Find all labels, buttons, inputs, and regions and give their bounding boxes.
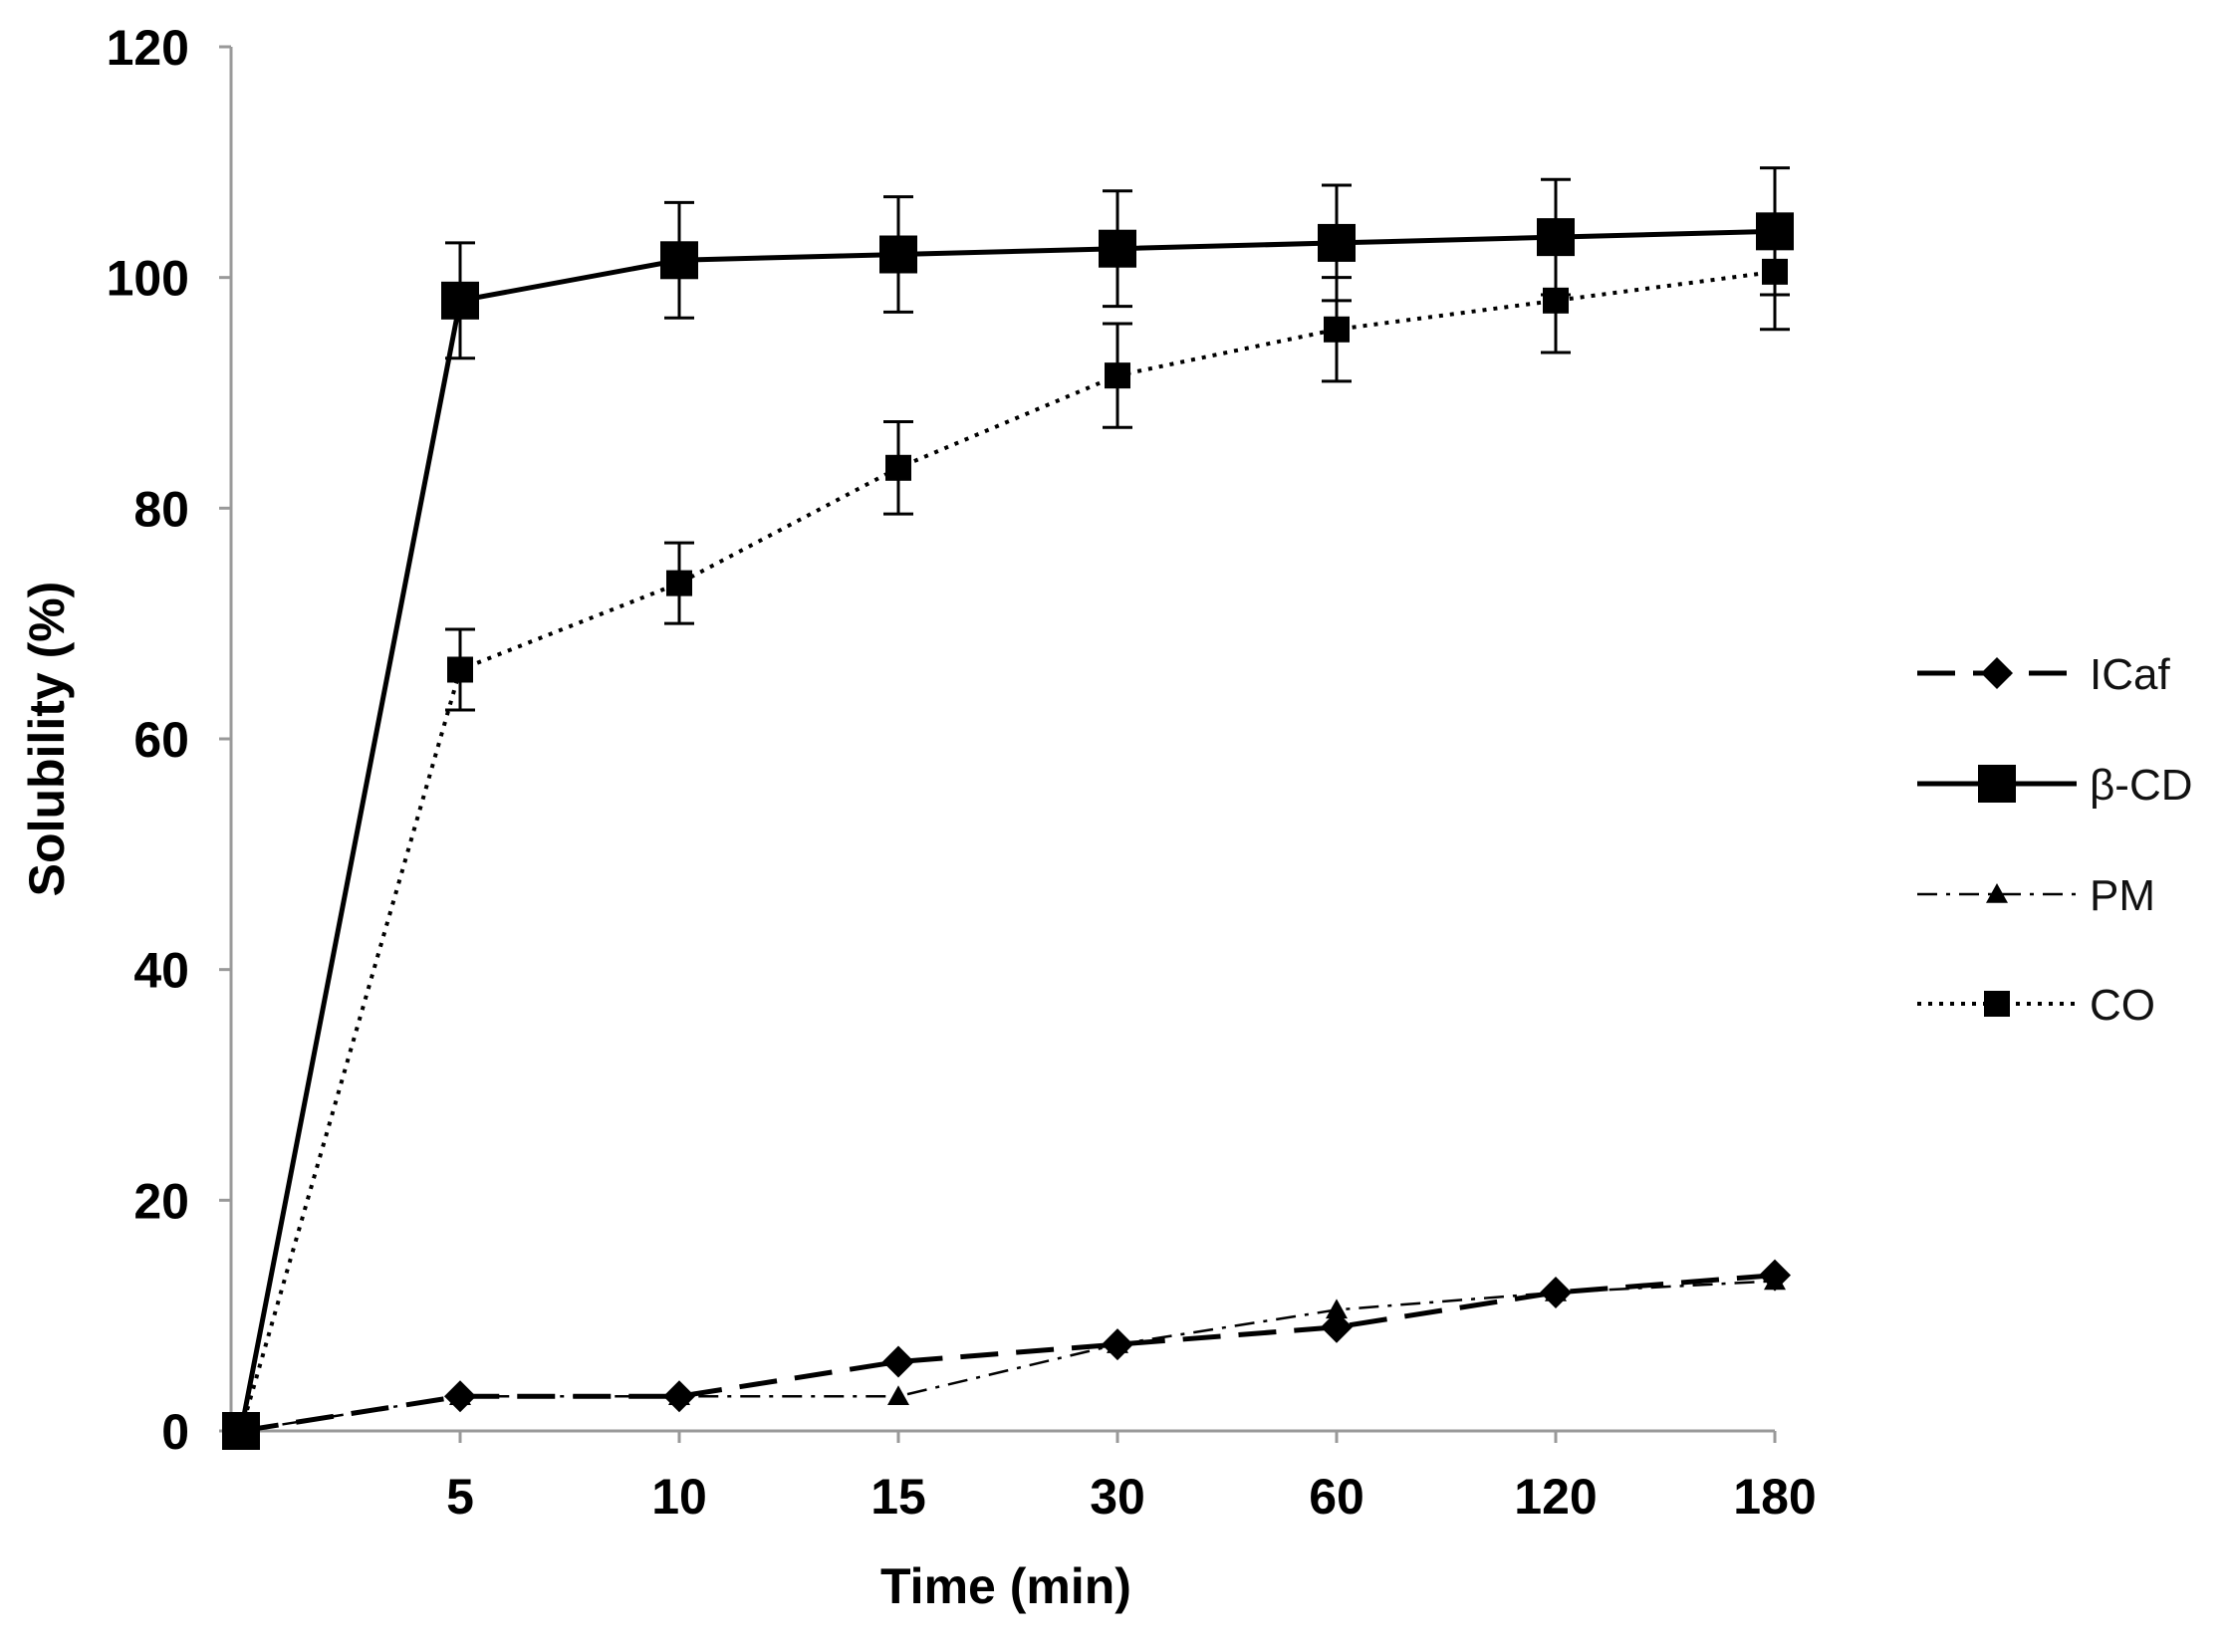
data-point-beta-cd [1318,223,1356,262]
data-point-pm [1545,1282,1567,1301]
data-point-beta-cd [660,241,698,280]
data-point-pm [887,1385,909,1406]
legend-label-pm: PM [2090,871,2155,920]
y-tick-label: 80 [133,481,189,537]
series-co [228,212,1790,1444]
y-tick-label: 120 [107,20,189,76]
series-pm [230,1270,1786,1440]
legend-label-beta-cd: β-CD [2090,761,2193,810]
legend: ICaf β-CD PM CO [1917,650,2193,1030]
data-point-pm [1107,1333,1128,1353]
legend-item-pm: PM [1917,871,2155,920]
data-point-beta-cd [1099,229,1136,268]
x-axis-title: Time (min) [880,1558,1131,1614]
data-point-icaf [1321,1310,1353,1343]
legend-item-icaf: ICaf [1917,650,2170,699]
data-point-co [1105,362,1130,389]
data-point-co [1324,316,1350,343]
x-tick-label: 15 [870,1469,926,1525]
data-point-co [447,656,473,683]
legend-item-co: CO [1917,981,2155,1030]
axes: 0 20 40 60 80 100 120 5 10 15 30 60 120 180 Time (min)… [19,20,1817,1614]
legend-label-co: CO [2090,981,2155,1030]
y-axis-title: Solubility (%) [19,582,75,897]
data-point-co [666,570,692,596]
y-tick-label: 20 [133,1173,189,1229]
legend-marker-pm [1986,883,2008,903]
legend-item-beta-cd: β-CD [1917,761,2193,810]
x-tick-label: 30 [1090,1469,1145,1525]
series-line-icaf [240,1273,1776,1434]
data-point-pm [1326,1298,1348,1319]
x-tick-label: 10 [651,1469,707,1525]
data-point-beta-cd [879,235,917,274]
x-tick-label: 180 [1733,1469,1816,1525]
x-tick-label: 60 [1309,1469,1364,1525]
data-point-co [228,1418,254,1444]
data-point-co [1762,258,1788,285]
legend-label-icaf: ICaf [2090,650,2170,699]
data-point-beta-cd [441,281,479,320]
y-tick-label: 40 [133,943,189,999]
y-tick-label: 0 [161,1404,189,1460]
series-line-pm [240,1280,1776,1433]
plot-area [222,166,1794,1450]
data-point-pm [449,1385,471,1406]
data-point-co [1543,287,1569,314]
series-line-co [239,269,1776,1432]
data-point-pm [668,1385,690,1406]
legend-marker-co [1984,991,2010,1017]
data-point-pm [1764,1270,1786,1291]
legend-marker-icaf [1981,657,2013,689]
y-tick-label: 60 [133,712,189,768]
series-beta-cd [222,166,1794,1450]
legend-marker-beta-cd [1978,765,2016,803]
series-line-beta-cd [238,228,1776,1432]
data-point-co [885,454,911,481]
x-tick-label: 120 [1514,1469,1597,1525]
data-point-icaf [882,1345,914,1378]
y-tick-label: 100 [107,251,189,307]
x-tick-label: 5 [446,1469,474,1525]
